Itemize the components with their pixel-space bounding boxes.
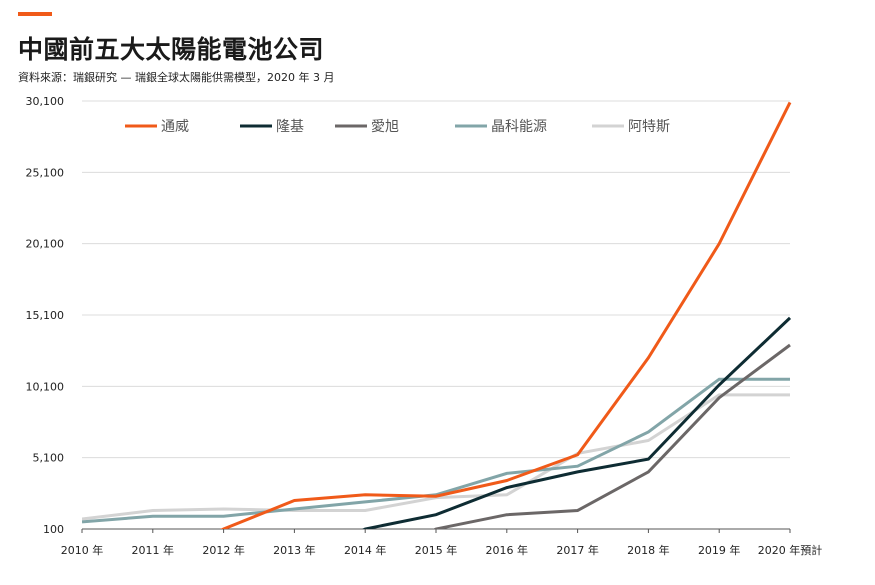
legend-label: 晶科能源 xyxy=(491,119,547,135)
x-axis: 2010 年 2011 年 2012 年 2013 年 2014 年 2015 年 2016… xyxy=(61,528,823,557)
y-tick-label: 15,100 xyxy=(26,309,65,322)
y-tick-label: 25,100 xyxy=(26,166,65,179)
y-tick-label: 30,100 xyxy=(26,95,65,108)
series-line-1 xyxy=(361,316,792,529)
legend-label: 愛旭 xyxy=(371,119,399,135)
series-line-2 xyxy=(432,343,791,529)
x-tick-label: 2011 年 xyxy=(132,543,175,557)
y-tick-label: 100 xyxy=(43,523,64,536)
y-tick-label: 10,100 xyxy=(26,380,65,393)
x-tick-label: 2016 年 xyxy=(486,543,529,557)
x-tick-label: 2019 年 xyxy=(698,543,741,557)
legend: 通威 隆基 愛旭 晶科能源 阿特斯 xyxy=(125,118,670,135)
series-line-3 xyxy=(82,377,790,524)
y-axis-ticks: 30,100 25,100 20,100 15,100 10,100 5,100 100 xyxy=(26,95,65,536)
series-line-4 xyxy=(82,393,790,521)
legend-label: 隆基 xyxy=(276,118,304,135)
chart-title: 中國前五大太陽能電池公司 xyxy=(18,35,325,64)
series-lines xyxy=(82,101,792,529)
source-note: 資料來源：瑞銀研究 — 瑞銀全球太陽能供需模型，2020 年 3 月 xyxy=(18,71,335,84)
x-tick-label: 2010 年 xyxy=(61,543,104,557)
x-tick-label: 2018 年 xyxy=(627,543,670,557)
legend-label: 通威 xyxy=(161,119,189,135)
grid-lines xyxy=(82,100,790,459)
legend-label: 阿特斯 xyxy=(628,119,670,135)
x-tick-label: 2017 年 xyxy=(556,543,599,557)
x-tick-label: 2013 年 xyxy=(273,543,316,557)
x-tick-label: 2012 年 xyxy=(202,543,245,557)
y-tick-label: 5,100 xyxy=(33,452,65,465)
y-tick-label: 20,100 xyxy=(26,238,65,251)
x-tick-label: 2015 年 xyxy=(415,543,458,557)
x-tick-label: 2020 年預計 xyxy=(758,543,823,557)
series-line-0 xyxy=(220,101,792,529)
x-tick-label: 2014 年 xyxy=(344,543,387,557)
accent-bar xyxy=(18,12,52,16)
